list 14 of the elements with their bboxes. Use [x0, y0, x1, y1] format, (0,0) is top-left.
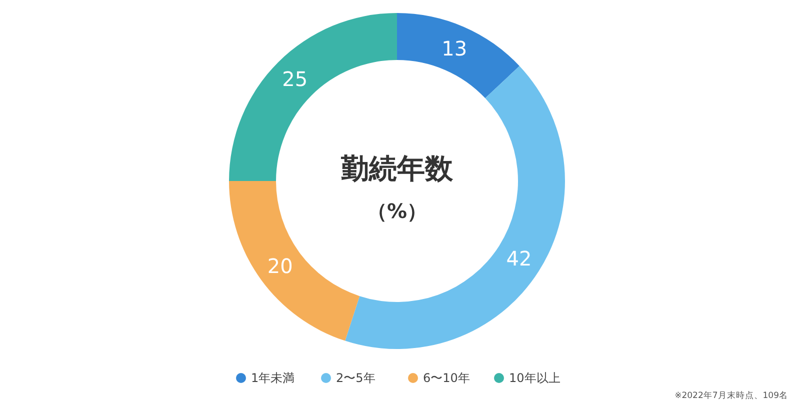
text: 勤続年数 [340, 152, 454, 185]
legend-label: 1年未満 [251, 371, 295, 386]
donut-slice [397, 13, 520, 98]
legend-label: 6〜10年 [423, 371, 470, 386]
text: ※2022年7月末時点、109名 [674, 390, 788, 401]
donut-slice [229, 181, 360, 341]
donut-slice [229, 13, 397, 181]
legend-label: 10年以上 [509, 371, 560, 386]
data-label: 13 [442, 36, 468, 60]
data-label: 42 [506, 246, 532, 270]
legend-label: 2〜5年 [336, 371, 376, 386]
text: （%） [366, 199, 428, 223]
data-label: 25 [282, 66, 308, 91]
data-label: 20 [267, 254, 293, 278]
